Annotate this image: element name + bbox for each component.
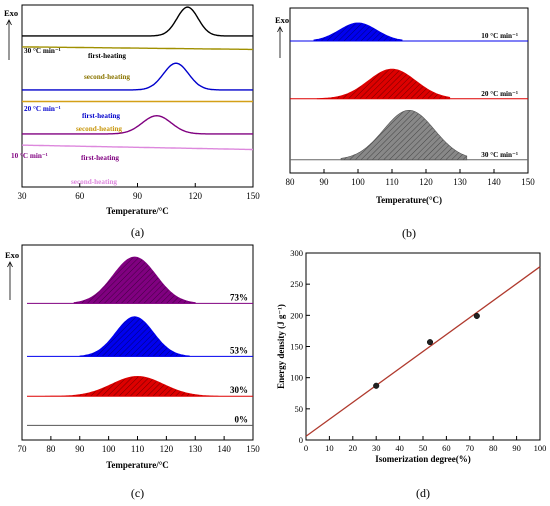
c-panel-letter: (c) (131, 486, 144, 500)
d-panel-letter: (d) (416, 486, 430, 500)
c-series-label-2: 30% (230, 385, 248, 395)
d-y-axis-title: Energy density (J g⁻¹) (276, 304, 286, 389)
d-x-tick-label: 100 (534, 443, 547, 453)
a-series-label: second-heating (71, 178, 117, 186)
d-x-tick-label: 90 (512, 443, 521, 453)
c-x-tick-label: 150 (246, 444, 260, 454)
c-x-tick-label: 90 (75, 444, 85, 454)
b-x-tick-label: 120 (419, 177, 433, 187)
b-peak-area-0 (313, 22, 403, 42)
c-series-label-1: 53% (230, 345, 248, 355)
a-x-tick-label: 150 (246, 191, 260, 201)
d-x-tick-label: 50 (419, 443, 428, 453)
c-x-tick-label: 80 (46, 444, 56, 454)
c-series-label-0: 73% (230, 292, 248, 302)
a-exo-label: Exo (4, 8, 18, 18)
b-peak-area-1 (316, 68, 451, 100)
a-series-label: first-heating (82, 112, 120, 120)
d-data-point-2 (473, 312, 480, 320)
c-x-tick-label: 70 (18, 444, 28, 454)
d-y-tick-label: 150 (290, 342, 303, 352)
d-fit-line (305, 266, 541, 437)
a-plot-frame (21, 4, 254, 188)
b-x-tick-label: 80 (286, 177, 296, 187)
c-exo-arrow-head (7, 261, 13, 268)
b-x-tick-label: 90 (320, 177, 330, 187)
a-x-tick-label: 120 (189, 191, 203, 201)
a-series-line-5 (21, 144, 253, 151)
d-y-tick-label: 250 (290, 279, 303, 289)
d-x-tick-label: 70 (466, 443, 475, 453)
a-rate-label-10: 10 °C min⁻¹ (11, 152, 48, 160)
d-y-tick-label: 200 (290, 310, 303, 320)
b-x-axis-title: Temperature(°C) (376, 195, 442, 205)
c-x-tick-label: 140 (217, 444, 231, 454)
a-series-label: second-heating (76, 125, 122, 133)
a-exo-arrow-head (6, 19, 12, 26)
b-x-tick-label: 110 (385, 177, 399, 187)
a-series-label: first-heating (88, 52, 126, 60)
d-data-point-0 (373, 382, 380, 389)
d-data-point-1 (426, 339, 434, 346)
d-x-tick-label: 10 (325, 443, 334, 453)
b-series-label-2: 30 °C min⁻¹ (481, 151, 518, 159)
c-x-tick-label: 110 (131, 444, 145, 454)
d-x-tick-label: 20 (349, 443, 358, 453)
b-series-label-0: 10 °C min⁻¹ (481, 32, 518, 40)
d-x-tick-label: 60 (442, 443, 451, 453)
a-panel-letter: (a) (131, 225, 144, 239)
d-x-tick-label: 30 (372, 443, 381, 453)
a-series-line-1 (22, 46, 253, 51)
c-x-tick-label: 120 (160, 444, 174, 454)
d-x-axis-title: Isomerization degree(%) (375, 454, 471, 464)
d-y-tick-label: 50 (295, 404, 304, 414)
c-series-label-3: 0% (235, 414, 249, 424)
d-x-tick-label: 80 (489, 443, 498, 453)
a-series-line-2 (22, 62, 253, 91)
a-series-label: second-heating (84, 73, 130, 81)
c-peak-area-2 (45, 375, 219, 397)
a-x-tick-label: 60 (75, 191, 85, 201)
a-series-line-0 (22, 6, 253, 37)
a-x-tick-label: 30 (18, 191, 28, 201)
a-x-axis-title: Temperature/°C (106, 206, 169, 216)
b-series-label-1: 20 °C min⁻¹ (481, 90, 518, 98)
b-peak-area-2 (340, 109, 468, 161)
b-plot-frame (289, 7, 529, 174)
a-rate-label-30: 30 °C min⁻¹ (24, 47, 61, 55)
b-exo-label: Exo (275, 15, 289, 25)
c-x-axis-title: Temperature/°C (106, 460, 169, 470)
a-series-label: first-heating (81, 154, 119, 162)
d-x-tick-label: 40 (395, 443, 404, 453)
b-x-tick-label: 150 (521, 177, 535, 187)
c-x-tick-label: 100 (102, 444, 116, 454)
b-x-tick-label: 130 (453, 177, 467, 187)
c-peak-area-0 (73, 256, 196, 304)
c-x-tick-label: 130 (189, 444, 203, 454)
b-panel-letter: (b) (402, 226, 416, 240)
a-rate-label-20: 20 °C min⁻¹ (24, 105, 61, 113)
d-y-tick-label: 100 (290, 373, 303, 383)
a-series-line-4 (22, 114, 253, 135)
c-exo-label: Exo (5, 250, 19, 260)
d-y-tick-label: 300 (290, 248, 303, 258)
d-x-tick-label: 0 (304, 443, 308, 453)
b-x-tick-label: 140 (487, 177, 501, 187)
c-peak-area-1 (79, 316, 190, 357)
b-exo-arrow-head (277, 26, 283, 33)
d-plot-frame (305, 252, 541, 441)
a-x-tick-label: 90 (133, 191, 143, 201)
b-x-tick-label: 100 (351, 177, 365, 187)
d-y-tick-label: 0 (299, 435, 303, 445)
